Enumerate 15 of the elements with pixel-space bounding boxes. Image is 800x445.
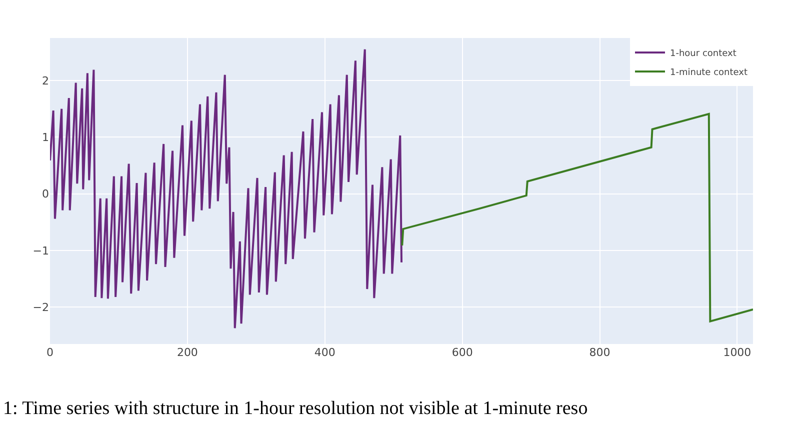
y-tick-label: −1 [32,244,49,258]
legend-label: 1-hour context [670,49,737,60]
y-tick-label: 1 [42,131,49,144]
x-tick-label: 600 [452,346,473,359]
x-tick-label: 800 [589,346,610,359]
x-tick-label: 400 [314,346,336,359]
legend-label: 1-minute context [670,68,748,78]
y-tick-label: 2 [42,74,49,88]
x-tick-label: 1000 [723,346,752,359]
y-tick-label: 0 [42,188,49,201]
text: 1: Time series with structure in 1-hour resolution not visible at 1-minute reso [3,398,588,419]
x-tick-label: 200 [176,346,198,359]
y-tick-label: −2 [32,301,49,314]
line-series [401,112,753,322]
line-series [50,48,402,330]
